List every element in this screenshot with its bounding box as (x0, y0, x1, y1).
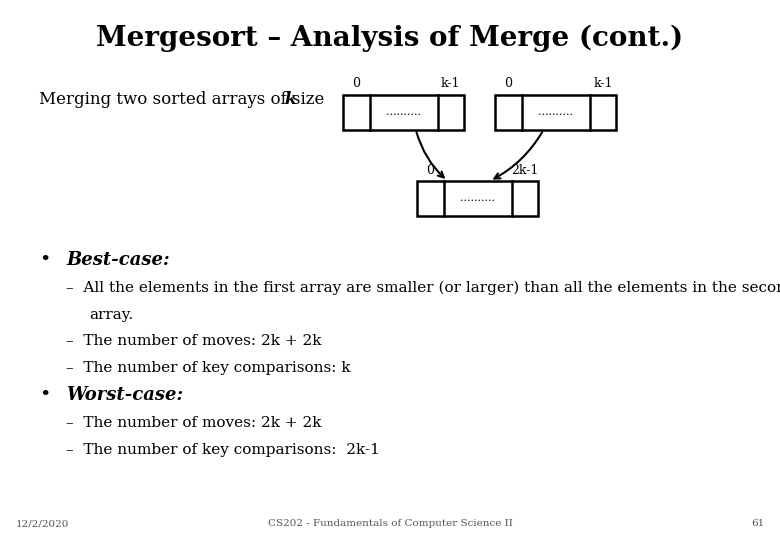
Text: ..........: .......... (386, 107, 421, 117)
Text: Best-case:: Best-case: (66, 251, 170, 269)
Text: Mergesort – Analysis of Merge (cont.): Mergesort – Analysis of Merge (cont.) (97, 24, 683, 52)
Text: 0: 0 (505, 77, 512, 90)
Text: 0: 0 (353, 77, 360, 90)
Text: –  The number of key comparisons: k: – The number of key comparisons: k (66, 361, 351, 375)
Text: k-1: k-1 (593, 77, 612, 90)
Text: k: k (285, 91, 296, 109)
Text: –  The number of key comparisons:  2k-1: – The number of key comparisons: 2k-1 (66, 443, 380, 457)
Text: 2k-1: 2k-1 (511, 164, 538, 177)
Text: CS202 - Fundamentals of Computer Science II: CS202 - Fundamentals of Computer Science… (268, 519, 512, 528)
Text: •: • (39, 386, 51, 404)
Text: 12/2/2020: 12/2/2020 (16, 519, 69, 528)
Text: –  The number of moves: 2k + 2k: – The number of moves: 2k + 2k (66, 416, 322, 430)
Text: –  All the elements in the first array are smaller (or larger) than all the elem: – All the elements in the first array ar… (66, 281, 780, 295)
Text: 0: 0 (427, 164, 434, 177)
Text: 61: 61 (751, 519, 764, 528)
Text: array.: array. (90, 308, 134, 322)
Bar (417, 181, 538, 216)
Bar (343, 94, 464, 130)
Text: –  The number of moves: 2k + 2k: – The number of moves: 2k + 2k (66, 334, 322, 348)
Text: Merging two sorted arrays of size: Merging two sorted arrays of size (39, 91, 330, 109)
Text: Worst-case:: Worst-case: (66, 386, 183, 404)
Text: •: • (39, 251, 51, 269)
Text: ..........: .......... (460, 193, 495, 204)
Text: k-1: k-1 (441, 77, 460, 90)
Text: ..........: .......... (538, 107, 573, 117)
Bar (495, 94, 616, 130)
